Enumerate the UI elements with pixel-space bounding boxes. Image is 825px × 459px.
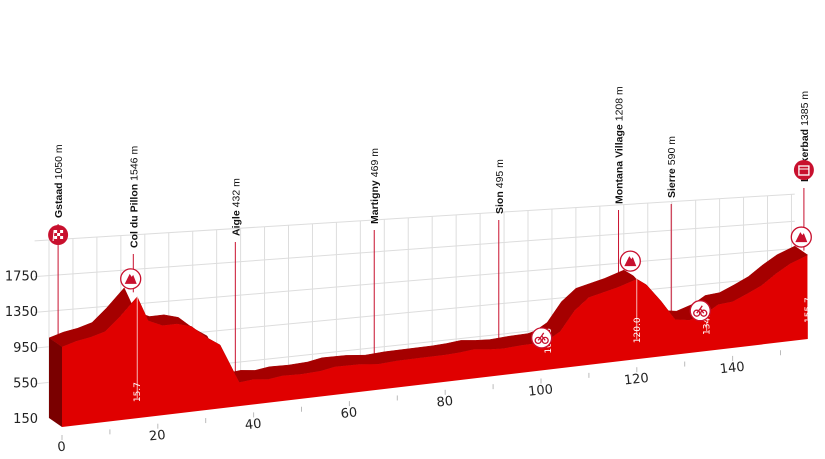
y-tick-label: 1350 [5, 305, 38, 320]
wheel [534, 336, 542, 345]
mountain [624, 256, 637, 267]
profile-side-face [49, 337, 62, 427]
finish-icon [793, 160, 814, 180]
icon-circle [689, 300, 711, 322]
wheel [700, 309, 708, 317]
location-elevation: 1385 m [799, 91, 811, 126]
grid-line-horizontal [34, 193, 795, 242]
km-marker-label: 120.0 [633, 317, 643, 343]
location-elevation: 432 m [230, 178, 242, 207]
km-marker-label: 155.7 [804, 297, 814, 323]
location-name: Col du Pillon [128, 184, 140, 248]
y-tick-label: 950 [13, 341, 38, 356]
sprint-bike-icon [531, 327, 553, 349]
finish-arch [798, 165, 810, 176]
mountain-climb-icon [790, 226, 812, 248]
y-tick-label: 550 [13, 376, 38, 391]
y-tick-label: 150 [13, 412, 38, 427]
location-name: Montana Village [614, 124, 626, 204]
grid-line-horizontal [34, 247, 795, 313]
x-tick-label: 100 [528, 382, 554, 400]
flag-check [54, 230, 58, 233]
frame [696, 305, 705, 314]
wheel [541, 336, 549, 345]
km-marker-label: 15.7 [133, 382, 143, 402]
x-tick-label: 0 [57, 440, 67, 456]
location-label: Sion 495 m [494, 159, 506, 214]
grid-line-horizontal [34, 220, 795, 278]
frame [537, 332, 546, 341]
mountain-climb-icon [619, 250, 641, 272]
flag-pole [52, 229, 55, 242]
location-label: Gstaad 1050 m [53, 144, 65, 218]
profile-front-face [62, 255, 808, 427]
mountain [795, 232, 808, 243]
location-elevation: 469 m [369, 148, 381, 177]
location-name: Sion [494, 191, 506, 214]
mountain-climb-icon [120, 268, 142, 290]
km-marker-label: 134.6 [703, 309, 713, 335]
location-name: Martigny [369, 180, 381, 224]
x-tick-label: 60 [340, 405, 358, 422]
x-tick-label: 40 [244, 417, 262, 434]
x-tick-label: 20 [148, 428, 166, 445]
location-elevation: 1546 m [128, 146, 140, 181]
x-tick-label: 80 [436, 394, 454, 411]
location-elevation: 495 m [494, 159, 506, 188]
flag-check [60, 230, 64, 233]
location-elevation: 1050 m [53, 144, 65, 179]
location-label: Sierre 590 m [666, 136, 678, 198]
location-label: Aigle 432 m [230, 178, 242, 236]
location-label: Martigny 469 m [369, 148, 381, 224]
location-label: Montana Village 1208 m [614, 86, 626, 204]
location-name: Gstaad [53, 182, 65, 218]
start-flag-icon [48, 225, 69, 245]
y-tick-label: 1750 [5, 270, 38, 285]
location-name: Sierre [666, 168, 678, 198]
location-label: Col du Pillon 1546 m [128, 146, 140, 248]
icon-circle [793, 160, 814, 180]
flag-check [57, 233, 61, 236]
profile-top-surface [48, 245, 809, 383]
flag-check [54, 236, 58, 239]
sprint-bike-icon [689, 300, 711, 322]
x-tick-label: 120 [623, 371, 649, 389]
flag-check [60, 236, 64, 239]
location-name: Aigle [230, 210, 242, 236]
location-elevation: 590 m [666, 136, 678, 165]
location-elevation: 1208 m [614, 86, 626, 121]
wheel [693, 309, 701, 317]
x-tick-label: 140 [719, 360, 745, 378]
icon-circle [531, 327, 553, 349]
mountain [124, 273, 137, 284]
